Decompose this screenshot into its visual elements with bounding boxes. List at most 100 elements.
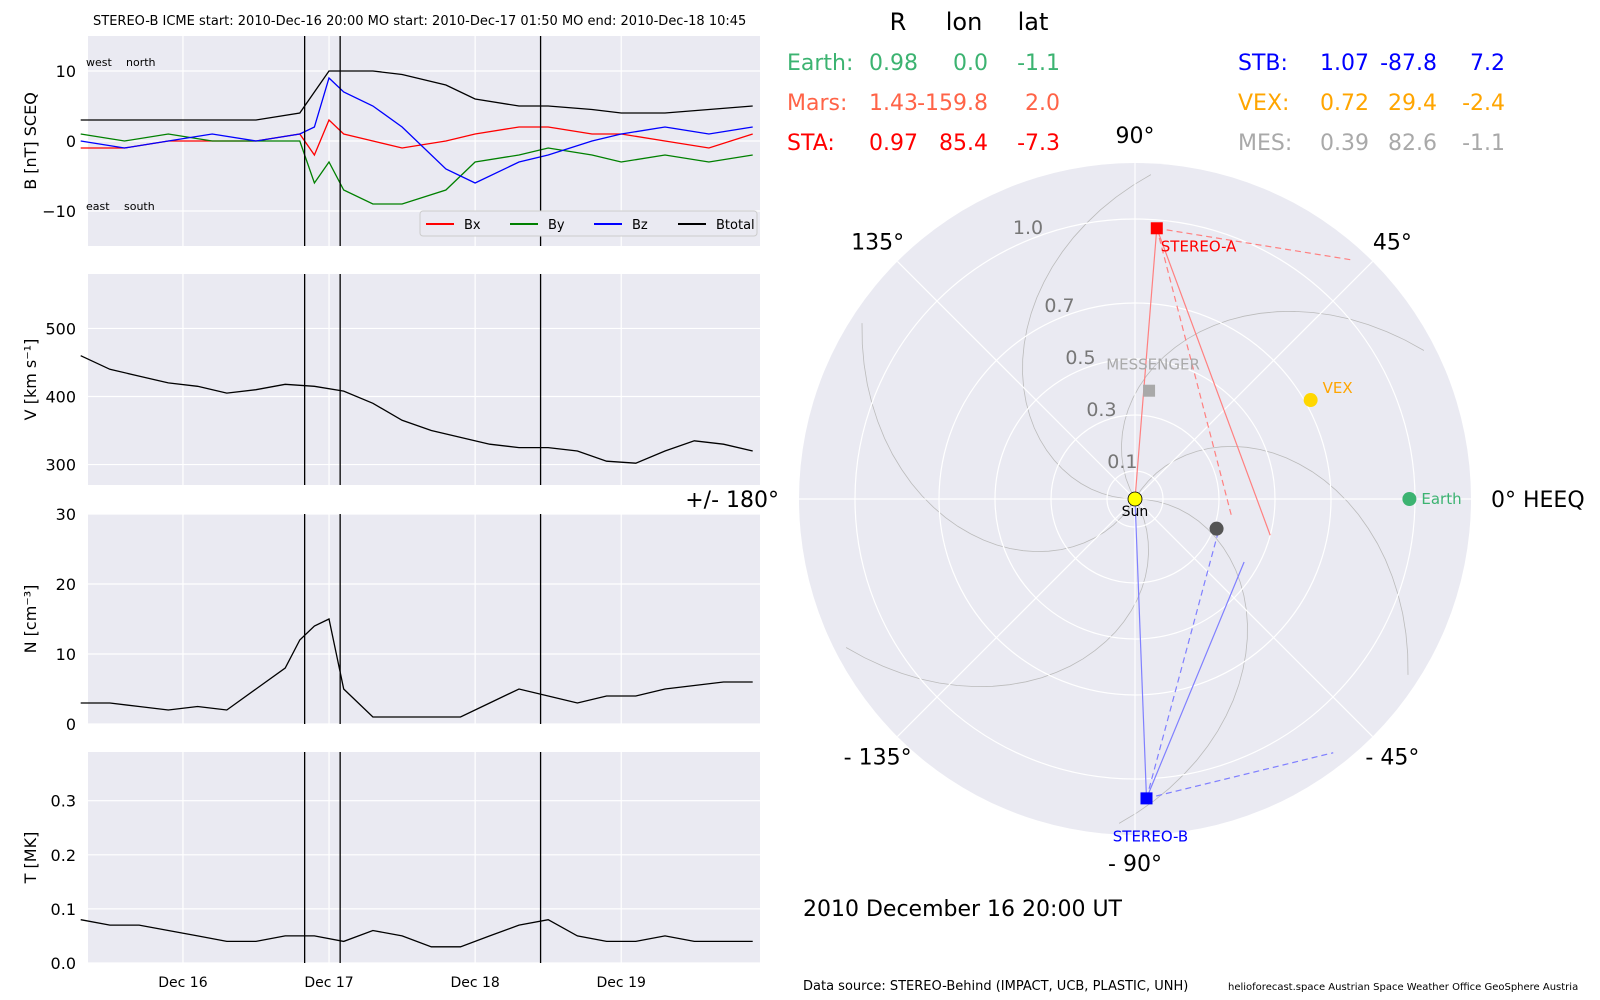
label-stereo-a: STEREO-A	[1161, 237, 1237, 255]
marker-earth	[1402, 492, 1417, 506]
y-tick-label: 0.0	[51, 954, 76, 973]
sta-sun-line	[1134, 228, 1158, 500]
parker-spiral-line	[845, 498, 1149, 688]
panel-background	[88, 514, 760, 724]
angle-tick-label: - 135°	[844, 745, 912, 770]
radial-tick-label: 0.1	[1107, 451, 1137, 473]
radial-tick-label: 0.7	[1044, 295, 1074, 317]
y-tick-label: 0.1	[51, 900, 76, 919]
sta-dashed-line	[1156, 227, 1351, 261]
annotation-south: south	[124, 200, 155, 213]
parker-spiral-line	[1022, 174, 1152, 500]
stb-sun-line	[1134, 498, 1148, 799]
y-tick-label: 0	[66, 132, 76, 151]
x-tick-label: Dec 18	[450, 975, 499, 991]
row-value: 0.39	[1320, 131, 1369, 156]
legend-box	[419, 210, 758, 237]
x-tick-label: Dec 19	[597, 975, 646, 991]
x-tick-label: Dec 17	[304, 975, 353, 991]
y-tick-label: 0.2	[51, 846, 76, 865]
row-value: 0.98	[869, 51, 918, 76]
label-messenger: MESSENGER	[1106, 356, 1200, 374]
row-value: 1.43	[869, 91, 918, 116]
row-value: 1.07	[1320, 51, 1369, 76]
row-label: Mars:	[787, 91, 847, 116]
row-label: VEX:	[1238, 91, 1289, 116]
legend-label: Bx	[464, 218, 481, 233]
y-tick-label: 500	[45, 319, 76, 338]
parker-spiral-line	[1118, 498, 1248, 824]
angular-gridline	[896, 260, 1136, 500]
row-label: STB:	[1238, 51, 1288, 76]
row-value: 0.0	[953, 51, 988, 76]
series-line-Bz	[80, 76, 753, 184]
row-value: -1.1	[1017, 51, 1060, 76]
label-vex: VEX	[1323, 379, 1353, 397]
y-tick-label: −10	[42, 202, 76, 221]
data-source-text: Data source: STEREO-Behind (IMPACT, UCB,…	[803, 979, 1188, 994]
marker-stereo-b	[1140, 792, 1153, 805]
angular-gridline	[896, 498, 1136, 738]
stb-dashed-line	[1145, 532, 1219, 799]
radial-tick-label: 0.3	[1086, 399, 1116, 421]
panel-speed: 500 400 300 V [km s⁻¹]	[21, 274, 760, 485]
y-tick-label: 400	[45, 388, 76, 407]
row-value: -1.1	[1462, 131, 1505, 156]
sta-view-line	[1156, 228, 1271, 536]
row-value: -7.3	[1017, 131, 1060, 156]
polar-position-map: 1.0 0.7 0.5 0.3 0.1 90° 45° 0° HEEQ - 45° - 90° - …	[685, 124, 1584, 877]
angle-tick-label: - 90°	[1108, 852, 1162, 877]
y-axis-label: V [km s⁻¹]	[21, 339, 40, 421]
column-header-lat: lat	[1018, 8, 1049, 36]
marker-stereo-a	[1150, 222, 1163, 235]
row-value: 29.4	[1388, 91, 1437, 116]
legend-label: Bz	[632, 218, 648, 233]
row-value: -2.4	[1462, 91, 1505, 116]
marker-vex	[1303, 393, 1318, 408]
y-axis-label: B [nT] SCEQ	[21, 92, 40, 190]
angular-gridline	[1134, 260, 1374, 500]
series-line-density	[80, 618, 753, 718]
angular-gridline	[1134, 498, 1374, 738]
row-label: Earth:	[787, 51, 853, 76]
chart-title: STEREO-B ICME start: 2010-Dec-16 20:00 M…	[93, 14, 746, 29]
column-header-r: R	[890, 8, 907, 36]
annotation-east: east	[86, 200, 110, 213]
row-value: 0.72	[1320, 91, 1369, 116]
marker-sun	[1127, 491, 1143, 507]
panel-background	[88, 274, 760, 485]
stb-dashed-line	[1146, 752, 1334, 799]
angle-tick-label: 45°	[1373, 231, 1412, 256]
annotation-north: north	[126, 56, 156, 69]
column-header-lon: lon	[946, 8, 983, 36]
panel-background	[88, 752, 760, 963]
parker-spiral-line	[1121, 310, 1425, 500]
row-value: 2.0	[1025, 91, 1060, 116]
angle-tick-label: 135°	[851, 231, 904, 256]
y-axis-label: N [cm⁻³]	[21, 585, 40, 654]
angle-tick-label: - 45°	[1365, 745, 1419, 770]
legend: Bx By Bz Btotal	[419, 210, 758, 237]
row-value: -159.8	[917, 91, 988, 116]
series-line-speed	[80, 355, 753, 464]
series-line-Btotal	[80, 70, 753, 121]
series-line-By	[80, 133, 753, 205]
annotation-west: west	[86, 56, 112, 69]
radial-tick-label: 0.5	[1065, 347, 1095, 369]
angle-tick-label: 90°	[1116, 124, 1155, 149]
credits-text: helioforecast.space Austrian Space Weath…	[1228, 982, 1578, 993]
panel-density: 30 20 10 0 N [cm⁻³]	[21, 505, 760, 734]
y-tick-label: 10	[56, 62, 76, 81]
angle-tick-label: +/- 180°	[685, 488, 779, 513]
radial-tick-label: 1.0	[1013, 217, 1043, 239]
panel-temperature: 0.3 0.2 0.1 0.0 T [MK] Dec 16 Dec 17 Dec 18 Dec …	[21, 752, 760, 991]
row-value: 0.97	[869, 131, 918, 156]
angle-tick-label: 0° HEEQ	[1491, 488, 1585, 513]
y-tick-label: 10	[56, 645, 76, 664]
legend-label: Btotal	[716, 218, 755, 233]
marker-unlabeled-body	[1209, 521, 1224, 536]
